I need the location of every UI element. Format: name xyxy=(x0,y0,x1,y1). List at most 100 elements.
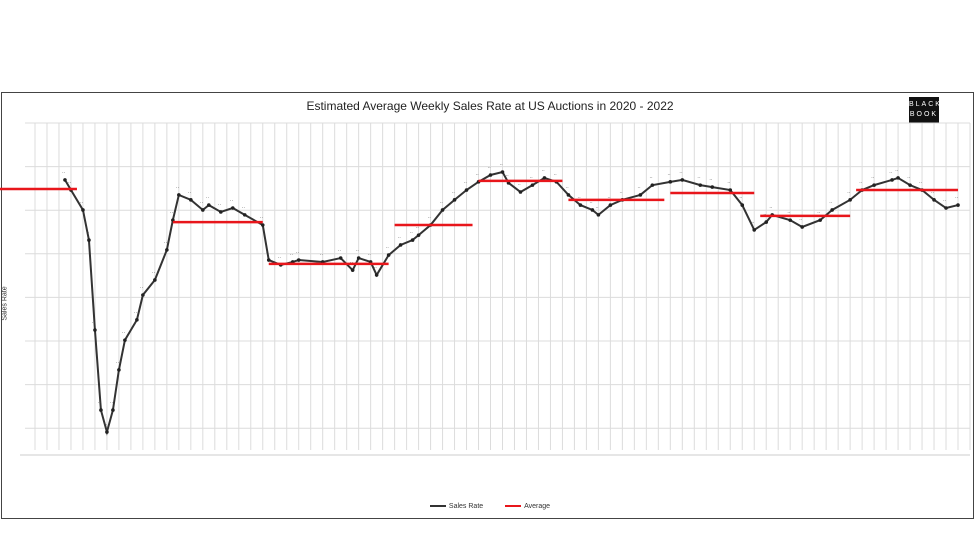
sales-rate-data-label: ·· xyxy=(871,175,875,181)
chart-title: Estimated Average Weekly Sales Rate at U… xyxy=(306,99,674,113)
sales-rate-data-label: ·· xyxy=(206,195,210,201)
sales-rate-point xyxy=(123,338,127,342)
sales-rate-data-label: ·· xyxy=(787,210,791,216)
sales-rate-point xyxy=(638,193,643,197)
sales-rate-data-label: ·· xyxy=(817,210,821,216)
sales-rate-data-label: ·· xyxy=(751,220,755,226)
sales-rate-data-label: ·· xyxy=(529,175,533,181)
sales-rate-data-label: ·· xyxy=(410,230,414,236)
legend-item-average: Average xyxy=(505,503,550,510)
sales-rate-point xyxy=(908,183,912,187)
sales-rate-data-label: ·· xyxy=(290,252,294,258)
sales-rate-data-label: ·· xyxy=(667,172,671,178)
sales-rate-data-label: ·· xyxy=(170,210,174,216)
sales-rate-data-label: ·· xyxy=(164,240,168,246)
sales-rate-point xyxy=(189,198,193,202)
sales-rate-point xyxy=(201,208,205,212)
sales-rate-point xyxy=(207,203,211,207)
sales-rate-data-label: ·· xyxy=(188,190,192,196)
sales-rate-data-label: ·· xyxy=(152,270,156,276)
sales-rate-data-label: ·· xyxy=(697,175,701,181)
sales-rate-point xyxy=(135,318,139,322)
sales-rate-data-label: ·· xyxy=(553,172,557,178)
sales-rate-data-label: ·· xyxy=(931,190,935,196)
sales-rate-point xyxy=(219,210,223,214)
sales-rate-point xyxy=(350,268,355,272)
sales-rate-data-label: ·· xyxy=(122,330,126,336)
sales-rate-point xyxy=(141,293,145,297)
sales-rate-point xyxy=(356,256,361,260)
sales-rate-data-label: ·· xyxy=(727,180,731,186)
sales-rate-point xyxy=(848,198,852,202)
sales-rate-data-label: ·· xyxy=(895,168,899,174)
legend: Sales Rate Average xyxy=(0,502,980,510)
sales-rate-point xyxy=(896,176,900,180)
sales-rate-data-label: ·· xyxy=(440,200,444,206)
sales-rate-point xyxy=(63,178,67,182)
sales-rate-point xyxy=(230,206,235,210)
sales-rate-data-label: ·· xyxy=(416,225,420,231)
sales-rate-data-label: ·· xyxy=(80,200,84,206)
sales-rate-point xyxy=(788,218,792,222)
sales-rate-data-label: ·· xyxy=(500,162,504,168)
sales-rate-point xyxy=(578,203,583,207)
sales-rate-point xyxy=(596,213,601,217)
sales-rate-point xyxy=(872,183,876,187)
legend-label: Sales Rate xyxy=(448,502,484,510)
legend-swatch-sales-rate xyxy=(429,505,446,507)
sales-rate-data-label: ·· xyxy=(541,168,545,174)
sales-rate-data-label: ·· xyxy=(464,180,468,186)
sales-rate-data-label: ·· xyxy=(505,173,509,179)
sales-rate-data-label: ·· xyxy=(218,202,222,208)
sales-rate-data-label: ·· xyxy=(98,400,102,406)
sales-rate-point xyxy=(830,208,834,212)
sales-rate-data-label: ·· xyxy=(296,250,300,256)
sales-rate-point xyxy=(93,328,97,332)
sales-rate-data-label: ·· xyxy=(242,205,246,211)
sales-rate-data-label: ·· xyxy=(649,175,653,181)
black-book-logo: BLACK BOOK xyxy=(909,97,942,123)
sales-rate-point xyxy=(416,233,421,237)
sales-rate-point xyxy=(266,258,271,262)
sales-rate-data-label: ·· xyxy=(565,185,569,191)
sales-rate-data-label: ·· xyxy=(619,190,623,196)
sales-rate-data-label: ·· xyxy=(769,205,773,211)
sales-rate-data-label: ·· xyxy=(679,170,683,176)
sales-rate-data-label: ·· xyxy=(739,195,743,201)
sales-rate-point xyxy=(728,188,733,192)
sales-rate-point xyxy=(542,176,547,180)
sales-rate-point xyxy=(165,248,169,252)
sales-rate-data-label: ·· xyxy=(278,255,282,261)
sales-rate-point xyxy=(117,368,121,372)
sales-rate-data-label: ·· xyxy=(595,205,599,211)
sales-rate-data-label: ·· xyxy=(398,235,402,241)
sales-rate-data-label: ·· xyxy=(799,217,803,223)
sales-rate-data-label: ·· xyxy=(577,195,581,201)
sales-rate-data-label: ·· xyxy=(428,215,432,221)
sales-rate-point xyxy=(87,238,91,242)
sales-rate-data-label: ·· xyxy=(116,360,120,366)
sales-rate-point xyxy=(608,203,613,207)
sales-rate-data-label: ·· xyxy=(266,250,270,256)
sales-rate-data-label: ·· xyxy=(62,170,66,176)
logo-line-1: BLACK xyxy=(909,101,942,108)
chart-frame xyxy=(1,92,974,519)
sales-rate-data-label: ·· xyxy=(320,252,324,258)
sales-rate-point xyxy=(488,173,493,177)
sales-rate-point xyxy=(500,170,505,174)
sales-rate-data-label: ·· xyxy=(68,180,72,186)
sales-rate-data-label: ·· xyxy=(488,165,492,171)
sales-rate-point xyxy=(260,223,265,227)
sales-rate-data-label: ·· xyxy=(476,172,480,178)
sales-rate-data-label: ·· xyxy=(829,200,833,206)
sales-rate-point xyxy=(890,178,894,182)
sales-rate-data-label: ·· xyxy=(907,175,911,181)
sales-rate-point xyxy=(296,258,301,262)
sales-rate-point xyxy=(153,278,157,282)
sales-rate-point xyxy=(530,183,535,187)
sales-rate-data-label: ·· xyxy=(637,185,641,191)
sales-rate-data-label: ·· xyxy=(386,245,390,251)
sales-rate-data-label: ·· xyxy=(919,180,923,186)
sales-rate-point xyxy=(932,198,936,202)
